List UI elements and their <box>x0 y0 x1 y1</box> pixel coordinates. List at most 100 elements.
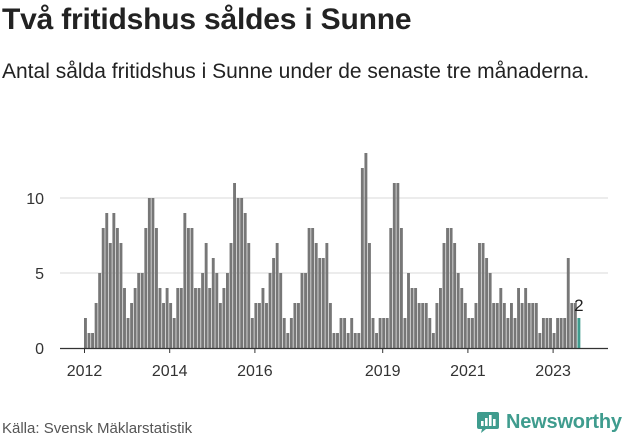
latest-value-label: 2 <box>574 296 583 315</box>
bar <box>183 213 187 348</box>
y-tick-label: 10 <box>26 191 44 208</box>
bar <box>115 228 119 348</box>
bar <box>233 183 236 348</box>
bar <box>357 333 361 348</box>
bar <box>399 228 403 348</box>
chart-subtitle: Antal sålda fritidshus i Sunne under de … <box>2 60 590 83</box>
bar <box>481 243 485 348</box>
bar <box>201 273 205 348</box>
bar <box>186 228 190 348</box>
bar <box>488 273 492 348</box>
bar <box>328 303 332 348</box>
bar <box>179 288 183 348</box>
bar <box>194 288 197 348</box>
bar <box>513 318 517 348</box>
bar <box>541 318 545 348</box>
bar <box>360 168 364 348</box>
x-tick-label: 2014 <box>152 363 188 380</box>
bar <box>549 318 552 348</box>
bar <box>552 333 556 348</box>
y-tick-label: 5 <box>35 266 44 283</box>
bar <box>325 243 329 348</box>
bar <box>378 318 382 348</box>
bar <box>353 333 357 348</box>
bar <box>368 243 371 348</box>
bar <box>510 303 513 348</box>
bar <box>346 333 350 348</box>
bar <box>439 288 442 348</box>
bar <box>414 288 418 348</box>
bar <box>94 303 98 348</box>
bar <box>105 213 109 348</box>
bar <box>123 288 126 348</box>
bar <box>350 318 354 348</box>
bar <box>222 288 226 348</box>
bar <box>485 258 489 348</box>
bar <box>517 288 520 348</box>
bar <box>151 198 155 348</box>
bar <box>257 303 261 348</box>
x-tick-label: 2021 <box>450 363 486 380</box>
bar <box>165 288 169 348</box>
bar <box>254 303 258 348</box>
bar <box>282 318 286 348</box>
bar <box>460 288 464 348</box>
bar <box>375 333 378 348</box>
bar <box>467 318 471 348</box>
bar <box>502 303 506 348</box>
bar <box>243 213 247 348</box>
bar <box>364 153 368 348</box>
bar <box>304 273 307 348</box>
bar <box>190 228 194 348</box>
bar <box>119 243 123 348</box>
bar <box>499 288 503 348</box>
bar <box>211 258 215 348</box>
x-tick-label: 2016 <box>237 363 273 380</box>
bar <box>531 303 535 348</box>
bar <box>162 303 165 348</box>
bar <box>453 243 457 348</box>
x-tick-label: 2012 <box>67 363 103 380</box>
bar <box>172 318 176 348</box>
bar <box>300 273 304 348</box>
bar <box>314 243 318 348</box>
bar <box>91 333 94 348</box>
bar <box>470 318 474 348</box>
bar <box>272 258 276 348</box>
bar <box>247 243 251 348</box>
bar <box>407 273 410 348</box>
bar <box>240 198 244 348</box>
bar <box>297 303 300 348</box>
bar <box>527 303 531 348</box>
bar <box>289 318 293 348</box>
bar <box>218 303 222 348</box>
bar <box>520 303 524 348</box>
bar <box>421 303 425 348</box>
bar <box>126 318 130 348</box>
bar <box>389 228 393 348</box>
bar <box>84 318 87 348</box>
bar <box>286 333 290 348</box>
bar <box>492 303 496 348</box>
bar <box>236 198 240 348</box>
bar <box>265 303 268 348</box>
bar <box>559 318 563 348</box>
bar <box>268 273 272 348</box>
bar <box>506 318 510 348</box>
chart-bubble-icon <box>477 412 499 433</box>
bar <box>197 288 201 348</box>
bar <box>137 273 141 348</box>
bar <box>463 303 467 348</box>
bar <box>229 243 233 348</box>
bar <box>524 288 528 348</box>
bar <box>403 318 407 348</box>
bar <box>478 243 481 348</box>
bar-latest <box>577 318 581 348</box>
bar <box>133 288 137 348</box>
chart-title: Två fritidshus såldes i Sunne <box>2 3 412 36</box>
bar <box>545 318 549 348</box>
bar <box>556 318 560 348</box>
bar <box>261 288 265 348</box>
bar <box>442 243 446 348</box>
bar <box>449 228 453 348</box>
